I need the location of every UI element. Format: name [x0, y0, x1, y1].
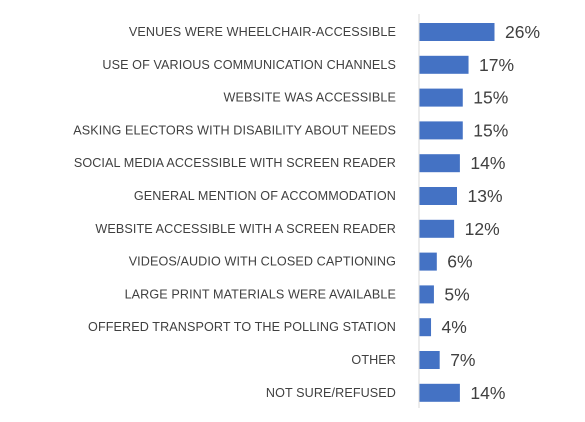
bar	[419, 187, 457, 205]
bar	[419, 318, 432, 337]
category-label: GENERAL MENTION OF ACCOMMODATION	[134, 189, 396, 203]
bar	[419, 252, 437, 271]
value-label: 17%	[479, 55, 514, 75]
category-label: VIDEOS/AUDIO WITH CLOSED CAPTIONING	[129, 255, 396, 269]
category-labels-group: VENUES WERE WHEELCHAIR-ACCESSIBLE USE OF …	[73, 25, 396, 400]
value-label: 5%	[444, 284, 469, 304]
bar	[419, 88, 463, 107]
bar	[419, 285, 434, 304]
value-label: 14%	[470, 383, 505, 403]
bar	[419, 23, 495, 41]
category-label: OTHER	[351, 353, 396, 367]
bar	[419, 154, 460, 173]
category-label: SOCIAL MEDIA ACCESSIBLE WITH SCREEN READ…	[74, 156, 396, 170]
bar	[419, 383, 460, 402]
category-label: WEBSITE ACCESSIBLE WITH A SCREEN READER	[95, 222, 396, 236]
value-label: 6%	[447, 252, 472, 272]
value-label: 13%	[468, 186, 503, 206]
category-label: USE OF VARIOUS COMMUNICATION CHANNELS	[102, 58, 396, 72]
value-label: 14%	[470, 153, 505, 173]
value-label: 4%	[442, 317, 467, 337]
category-label: NOT SURE/REFUSED	[266, 386, 396, 400]
value-label: 12%	[465, 219, 500, 239]
category-label: OFFERED TRANSPORT TO THE POLLING STATION	[88, 320, 396, 334]
category-label: LARGE PRINT MATERIALS WERE AVAILABLE	[125, 287, 396, 301]
category-label: ASKING ELECTORS WITH DISABILITY ABOUT NE…	[73, 123, 396, 137]
value-label: 15%	[473, 88, 508, 108]
bar	[419, 121, 463, 140]
bar	[419, 219, 455, 238]
value-label: 15%	[473, 120, 508, 140]
value-label: 7%	[450, 350, 475, 370]
bar	[419, 55, 469, 74]
category-label: WEBSITE WAS ACCESSIBLE	[224, 91, 397, 105]
category-label: VENUES WERE WHEELCHAIR-ACCESSIBLE	[129, 25, 396, 39]
value-label: 26%	[505, 22, 540, 42]
value-labels-group: 26% 17% 15% 15% 14% 13% 12% 6% 5% 4% 7% 14%	[442, 22, 540, 403]
bars-group	[419, 23, 495, 402]
bar	[419, 351, 440, 369]
